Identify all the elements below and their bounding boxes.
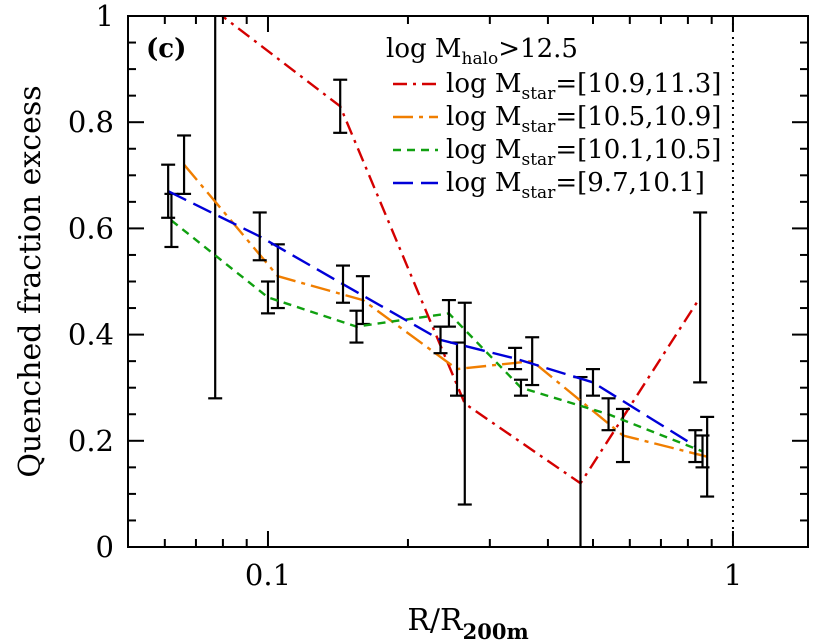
y-tick-label-2: 0.4: [68, 318, 114, 352]
legend-label-3-pre: log M: [446, 168, 522, 198]
series-2-errorbar-1: [260, 280, 275, 315]
series-3-errorbar-1: [252, 211, 267, 262]
legend-title-pre: log M: [386, 34, 462, 64]
legend-item-2: log Mstar=[10.1,10.5]: [393, 135, 721, 170]
legend-label-3: log Mstar=[9.7,10.1]: [446, 168, 705, 203]
legend-label-2: log Mstar=[10.1,10.5]: [446, 135, 721, 170]
series-2-errorbar-4: [513, 378, 528, 397]
series-2-errorbar-3: [441, 298, 456, 328]
legend-title-sub: halo: [462, 49, 499, 69]
y-tick-label-4: 0.8: [68, 105, 114, 139]
series-2-errorbar-0: [164, 192, 179, 249]
series-1-errorbar-4: [525, 336, 540, 387]
series-3-errorbar-3: [433, 325, 448, 355]
legend-title: log Mhalo>12.5: [386, 34, 578, 69]
series-0-errorbar-0: [208, 16, 223, 400]
series-3: [161, 163, 703, 464]
y-axis-title: Quenched fraction excess: [13, 85, 48, 477]
legend-label-0-pre: log M: [446, 69, 522, 99]
x-tick-label-1: 1: [724, 558, 742, 592]
series-layer: [161, 16, 734, 547]
legend-label-2-sub: star: [522, 150, 557, 170]
series-2-errorbar-6: [695, 434, 710, 469]
legend-item-3: log Mstar=[9.7,10.1]: [393, 168, 705, 203]
legend-label-2-post: =[10.1,10.5]: [555, 135, 721, 165]
x-tick-label-0: 0.1: [245, 558, 291, 592]
series-3-errorbar-5: [585, 368, 600, 397]
axes-layer: 0 0.2 0.4 0.6 0.8 1 0.1 1 R/R200m Quenched fracti…: [13, 0, 809, 643]
series-3-errorbar-2: [336, 264, 351, 304]
series-3-errorbar-6: [688, 429, 703, 464]
x-axis-title: R/R200m: [407, 603, 528, 643]
series-1-errorbar-2: [355, 275, 370, 326]
series-1: [177, 134, 715, 498]
legend-label-3-sub: star: [522, 183, 557, 203]
series-1-errorbar-6: [700, 415, 715, 498]
legend-label-1-post: =[10.5,10.9]: [555, 102, 721, 132]
series-2-errorbar-2: [349, 309, 364, 344]
legend-label-3-post: =[9.7,10.1]: [555, 168, 705, 198]
legend-label-1-pre: log M: [446, 102, 522, 132]
legend-label-2-pre: log M: [446, 135, 522, 165]
series-1-errorbar-0: [177, 134, 192, 195]
series-0-errorbar-4: [693, 211, 708, 384]
x-axis-title-main: R/R: [407, 603, 464, 638]
series-0-errorbar-1: [333, 78, 348, 134]
series-0-errorbar-2: [457, 301, 472, 506]
legend-label-1: log Mstar=[10.5,10.9]: [446, 102, 721, 137]
y-tick-label-5: 1: [96, 0, 114, 33]
panel-label: (c): [146, 34, 186, 64]
series-2-errorbar-5: [601, 397, 616, 432]
series-3-errorbar-4: [508, 346, 523, 371]
series-1-errorbar-3: [450, 341, 465, 397]
legend-label-0: log Mstar=[10.9,11.3]: [446, 69, 721, 104]
legend-label-1-sub: star: [522, 117, 557, 137]
y-tick-label-1: 0.2: [68, 424, 114, 458]
y-tick-label-0: 0: [96, 530, 114, 564]
legend-item-1: log Mstar=[10.5,10.9]: [393, 102, 721, 137]
y-tick-label-3: 0.6: [68, 211, 114, 245]
x-axis-title-sub: 200m: [463, 619, 529, 643]
series-2: [164, 192, 710, 469]
series-0: [208, 16, 708, 547]
series-0-errorbar-3: [573, 375, 588, 547]
legend-title-post: >12.5: [498, 34, 578, 64]
series-1-errorbar-5: [615, 407, 630, 464]
series-1-line: [183, 163, 708, 458]
legend-label-0-post: =[10.9,11.3]: [555, 69, 721, 99]
legend-label-0-sub: star: [522, 84, 557, 104]
series-3-errorbar-0: [161, 163, 176, 219]
legend-item-0: log Mstar=[10.9,11.3]: [393, 69, 721, 104]
